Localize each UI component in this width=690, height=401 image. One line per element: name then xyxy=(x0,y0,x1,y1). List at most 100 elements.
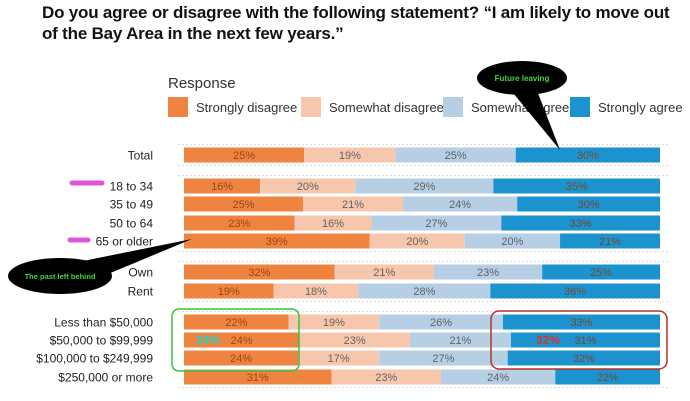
bar-18-to-34-somewhat-disagree xyxy=(260,178,356,194)
data-label-18-to-34-strongly-agree: 35% xyxy=(566,181,588,193)
legend-label-somewhat-disagree: Somewhat disagree xyxy=(329,100,444,115)
data-label-100-000-to-249-999-strongly-agree: 32% xyxy=(573,353,595,365)
bar-total-somewhat-agree xyxy=(395,147,516,163)
category-label-250-000-or-more: $250,000 or more xyxy=(58,371,153,385)
data-label-50-000-to-99-999-strongly-agree: 31% xyxy=(574,335,596,347)
bar-own-somewhat-agree xyxy=(433,264,543,280)
data-label-100-000-to-249-999-somewhat-disagree: 17% xyxy=(328,353,350,365)
data-label-35-to-49-strongly-disagree: 25% xyxy=(232,199,254,211)
data-label-less-than-50-000-strongly-agree: 33% xyxy=(570,317,592,329)
data-label-own-somewhat-disagree: 21% xyxy=(373,267,395,279)
data-label-65-or-older-somewhat-agree: 20% xyxy=(501,236,523,248)
data-label-100-000-to-249-999-somewhat-agree: 27% xyxy=(432,353,454,365)
category-label-rent: Rent xyxy=(128,285,154,299)
legend-label-strongly-agree: Strongly agree xyxy=(598,100,683,115)
data-label-rent-somewhat-disagree: 18% xyxy=(305,286,327,298)
bar-35-to-49-somewhat-disagree xyxy=(303,196,403,212)
data-label-rent-strongly-disagree: 19% xyxy=(218,286,240,298)
data-label-18-to-34-strongly-disagree: 16% xyxy=(211,181,233,193)
category-label-35-to-49: 35 to 49 xyxy=(110,198,154,212)
callout-bubble-future xyxy=(477,61,567,95)
bar-total-strongly-agree xyxy=(515,147,660,163)
data-label-50-000-to-99-999-strongly-disagree: 24% xyxy=(231,335,253,347)
bar-50-to-64-somewhat-disagree xyxy=(294,215,372,231)
legend-title: Response xyxy=(168,75,236,92)
bar-18-to-34-strongly-disagree xyxy=(184,178,261,194)
bar-65-or-older-strongly-agree xyxy=(560,233,660,249)
data-label-35-to-49-somewhat-disagree: 21% xyxy=(342,199,364,211)
data-label-18-to-34-somewhat-agree: 29% xyxy=(413,181,435,193)
bar-rent-strongly-disagree xyxy=(184,283,274,299)
bar-35-to-49-strongly-disagree xyxy=(184,196,303,212)
bar-250-000-or-more-somewhat-agree xyxy=(441,369,556,385)
bar-50-to-64-strongly-disagree xyxy=(184,215,295,231)
callout-text-future: Future leaving xyxy=(495,74,550,83)
callout-bubble-past xyxy=(8,258,112,294)
data-label-own-strongly-disagree: 32% xyxy=(248,267,270,279)
bar-100-000-to-249-999-strongly-disagree xyxy=(184,350,299,366)
bar-own-strongly-agree xyxy=(542,264,660,280)
data-label-less-than-50-000-somewhat-disagree: 19% xyxy=(323,317,345,329)
bar-65-or-older-somewhat-agree xyxy=(464,233,561,249)
data-label-rent-strongly-agree: 36% xyxy=(564,286,586,298)
category-label-100-000-to-249-999: $100,000 to $249,999 xyxy=(36,352,153,366)
data-label-250-000-or-more-strongly-disagree: 31% xyxy=(247,372,269,384)
bar-50-to-64-strongly-agree xyxy=(501,215,660,231)
category-label-65-or-older: 65 or older xyxy=(96,235,153,249)
highlight-value-left: 24% xyxy=(196,333,220,347)
data-label-total-somewhat-agree: 25% xyxy=(445,150,467,162)
bar-35-to-49-somewhat-agree xyxy=(402,196,518,212)
highlight-value-right: 32% xyxy=(536,333,560,347)
category-label-own: Own xyxy=(128,266,153,280)
bar-100-000-to-249-999-somewhat-disagree xyxy=(298,350,380,366)
data-label-less-than-50-000-strongly-disagree: 22% xyxy=(225,317,247,329)
bar-250-000-or-more-strongly-disagree xyxy=(184,369,332,385)
bar-50-000-to-99-999-strongly-disagree xyxy=(184,332,300,348)
category-label-less-than-50-000: Less than $50,000 xyxy=(54,316,153,330)
bar-rent-somewhat-agree xyxy=(358,283,491,299)
bar-less-than-50-000-somewhat-agree xyxy=(379,314,503,330)
category-label-18-to-34: 18 to 34 xyxy=(110,180,154,194)
page-title: Do you agree or disagree with the follow… xyxy=(42,3,670,43)
category-label-50-000-to-99-999: $50,000 to $99,999 xyxy=(50,334,154,348)
bar-rent-strongly-agree xyxy=(490,283,660,299)
bar-100-000-to-249-999-somewhat-agree xyxy=(379,350,508,366)
data-label-100-000-to-249-999-strongly-disagree: 24% xyxy=(230,353,252,365)
bar-65-or-older-somewhat-disagree xyxy=(369,233,465,249)
bar-35-to-49-strongly-agree xyxy=(517,196,660,212)
bar-rent-somewhat-disagree xyxy=(273,283,359,299)
data-label-65-or-older-somewhat-disagree: 20% xyxy=(406,236,428,248)
data-label-50-to-64-strongly-agree: 33% xyxy=(570,218,592,230)
data-label-250-000-or-more-somewhat-disagree: 23% xyxy=(375,372,397,384)
bar-less-than-50-000-strongly-disagree xyxy=(184,314,289,330)
legend-swatch-strongly-disagree xyxy=(168,97,188,117)
bar-250-000-or-more-strongly-agree xyxy=(555,369,660,385)
category-label-50-to-64: 50 to 64 xyxy=(110,217,154,231)
callout-text-past: The past left behind xyxy=(25,272,96,281)
bar-50-to-64-somewhat-agree xyxy=(371,215,502,231)
data-label-own-somewhat-agree: 23% xyxy=(477,267,499,279)
legend-swatch-somewhat-disagree xyxy=(301,97,321,117)
data-label-50-000-to-99-999-somewhat-agree: 21% xyxy=(449,335,471,347)
bar-own-strongly-disagree xyxy=(184,264,335,280)
legend-swatch-strongly-agree xyxy=(570,97,590,117)
data-label-total-strongly-agree: 30% xyxy=(577,150,599,162)
bar-total-strongly-disagree xyxy=(184,147,305,163)
data-label-35-to-49-somewhat-agree: 24% xyxy=(449,199,471,211)
bar-18-to-34-somewhat-agree xyxy=(355,178,494,194)
legend-label-strongly-disagree: Strongly disagree xyxy=(196,100,297,115)
bar-18-to-34-strongly-agree xyxy=(493,178,660,194)
data-label-rent-somewhat-agree: 28% xyxy=(413,286,435,298)
bar-50-000-to-99-999-somewhat-agree xyxy=(409,332,511,348)
data-label-total-somewhat-disagree: 19% xyxy=(339,150,361,162)
data-label-250-000-or-more-somewhat-agree: 24% xyxy=(487,372,509,384)
data-label-50-to-64-somewhat-agree: 27% xyxy=(425,218,447,230)
bar-50-000-to-99-999-somewhat-disagree xyxy=(299,332,410,348)
callout-pointer-future xyxy=(509,88,560,150)
data-label-35-to-49-strongly-agree: 30% xyxy=(578,199,600,211)
data-label-65-or-older-strongly-disagree: 39% xyxy=(266,236,288,248)
data-label-65-or-older-strongly-agree: 21% xyxy=(599,236,621,248)
legend-label-somewhat-agree: Somewhat agree xyxy=(471,100,569,115)
highlight-box-left xyxy=(171,308,300,372)
bar-50-000-to-99-999-strongly-agree xyxy=(510,332,660,348)
